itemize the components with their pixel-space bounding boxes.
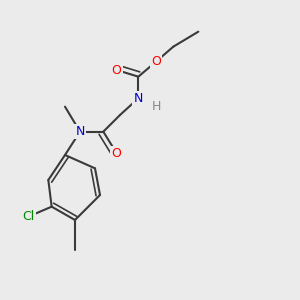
Text: O: O: [151, 55, 161, 68]
Text: H: H: [151, 100, 161, 113]
Text: O: O: [112, 64, 122, 76]
Text: N: N: [75, 125, 85, 138]
Text: O: O: [112, 147, 122, 160]
Text: N: N: [134, 92, 143, 105]
Text: Cl: Cl: [22, 210, 34, 223]
